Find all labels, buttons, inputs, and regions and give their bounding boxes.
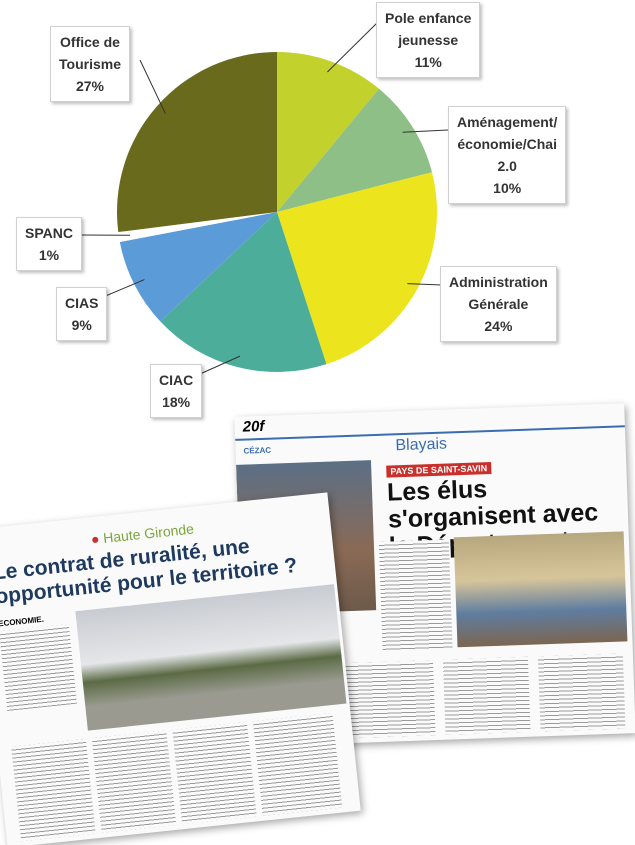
photo [453,531,628,648]
text-column [537,653,626,732]
label-value: 27% [75,78,104,94]
text-column [91,730,177,833]
label-name: CIAC [159,372,194,388]
label-name: Administration Générale [449,274,548,312]
text-column [378,539,453,652]
pie-chart [79,21,449,375]
label-value: 9% [71,317,92,333]
label-name: Office de Tourisme [59,34,121,72]
place: CÉZAC [243,445,272,456]
label-name: SPANC [25,225,73,241]
leader-line [407,283,443,286]
section: Blayais [395,435,448,455]
page-number: 20f [242,417,265,436]
pie-slice [277,88,432,212]
text-column [11,738,96,842]
leader-line [139,59,166,114]
label-value: 1% [38,247,60,263]
data-label: CIAS 9% [56,287,108,341]
label-name: CIAS [65,295,99,311]
data-label: Office de Tourisme 27% [50,26,130,102]
data-label: Administration Générale 24% [440,266,557,342]
photo [75,584,347,731]
data-label: Aménagement/ économie/Chai 2.0 10% [448,106,567,204]
label-name: Pole enfance jeunesse [385,10,472,48]
pie-slice [160,212,327,372]
pie-slice [119,212,277,322]
pie-slice [277,172,437,365]
label-value: 11% [414,54,442,70]
data-label: CIAC 18% [150,364,203,418]
label-name: Aménagement/ économie/Chai 2.0 [457,114,558,174]
text-column [172,721,257,825]
leader-line [199,355,241,375]
text-column [442,656,531,735]
clipping-left: ● Haute Gironde Le contrat de ruralité, … [0,492,361,845]
data-label: SPANC 1% [16,217,82,271]
pie-slice [117,52,277,233]
leader-line [327,21,379,73]
text-column [343,660,436,739]
label-value: 10% [493,180,522,196]
text-column [0,624,78,711]
text-column [252,712,343,816]
leader-line [402,129,449,133]
label-value: 24% [484,318,513,334]
label-value: 18% [162,394,191,410]
pie-slice [277,52,379,212]
data-label: Pole enfance jeunesse 11% [376,2,481,78]
pie-slice [118,212,277,242]
